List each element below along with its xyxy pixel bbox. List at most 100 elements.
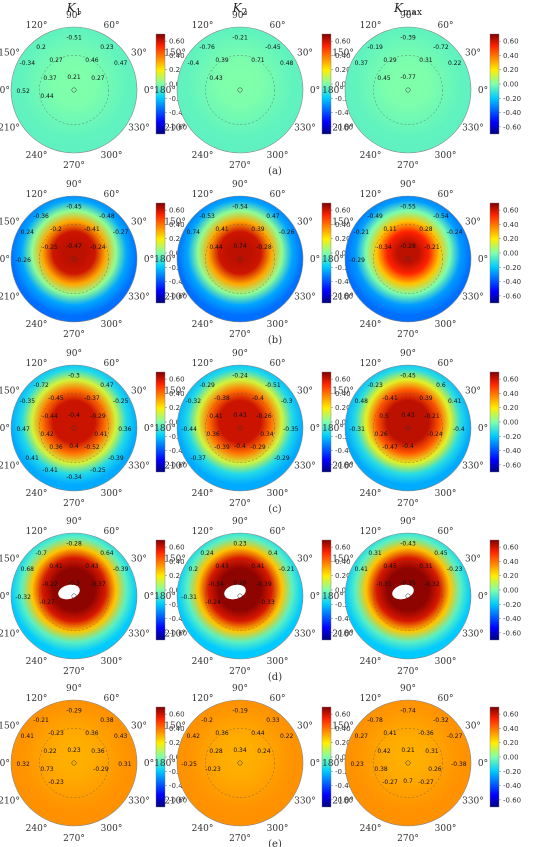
angle-label: 90° xyxy=(66,349,82,359)
annotation-value: -0.22 xyxy=(42,581,58,588)
colorbar-tick-label: -0.60 xyxy=(503,629,521,637)
annotation-value: 0.41 xyxy=(215,226,229,233)
annotation-value: -0.28 xyxy=(400,243,416,250)
annotation-value: 0.45 xyxy=(377,75,391,82)
annotation-value: 0.28 xyxy=(419,226,433,233)
annotation-value: 0.31 xyxy=(368,550,382,557)
colorbar-tick-label: 0.00 xyxy=(169,754,185,762)
angle-label: 120° xyxy=(360,21,382,31)
annotation-value: -0.25 xyxy=(90,467,106,474)
annotation-value: 0.43 xyxy=(85,563,99,570)
annotation-value: -0.24 xyxy=(232,372,248,379)
annotation-value: -0.41 xyxy=(382,395,398,402)
colorbar-tick-label: 0.00 xyxy=(335,419,351,427)
angle-label: 270° xyxy=(397,499,419,509)
angle-label: 60° xyxy=(104,21,120,31)
annotation-value: -0.44 xyxy=(42,413,58,420)
polar-map-Kmax-2: -0.45 -0.23 0.6 0.48 -0.41 0.39 0.41 0.5 0.43 -0.… xyxy=(322,349,488,509)
annotation-value: 0.41 xyxy=(448,398,462,405)
angle-label: 90° xyxy=(232,349,248,359)
angle-label: 90° xyxy=(400,180,416,190)
angle-label: 30° xyxy=(297,387,313,397)
annotation-value: -0.45 xyxy=(66,203,82,210)
angle-label: 210° xyxy=(332,630,354,640)
angle-label: 30° xyxy=(131,387,147,397)
annotation-value: -0.29 xyxy=(66,707,82,714)
annotation-value: -0.31 xyxy=(349,426,365,433)
angle-label: 150° xyxy=(332,387,354,397)
annotation-value: -0.77 xyxy=(400,74,416,81)
colorbar: 0.60 0.40 0.20 0.00 -0.20 -0.40 -0.60 xyxy=(321,539,353,641)
colorbar-tick-label: 0.40 xyxy=(503,558,519,566)
annotation-value: -0.29 xyxy=(199,382,215,389)
angle-label: 210° xyxy=(0,462,20,472)
colorbar-tick-label: -0.20 xyxy=(503,433,521,441)
angle-label: 90° xyxy=(400,517,416,527)
angle-label: 60° xyxy=(270,190,286,200)
angle-label: 210° xyxy=(164,124,186,134)
angle-label: 330° xyxy=(128,797,150,807)
annotation-value: -0.21 xyxy=(354,229,370,236)
annotation-value: 0.36 xyxy=(85,730,99,737)
annotation-value: 0.28 xyxy=(209,748,223,755)
annotation-value: -0.28 xyxy=(256,244,272,251)
colorbar: 0.60 0.40 0.20 0.00 -0.20 -0.40 -0.60 xyxy=(321,706,353,808)
annotation-value: -0.53 xyxy=(199,213,215,220)
angle-label: 270° xyxy=(397,834,419,844)
colorbar-tick-label: -0.60 xyxy=(335,796,353,804)
colorbar-tick-label: 0.20 xyxy=(503,66,519,74)
angle-label: 300° xyxy=(267,657,289,667)
annotation-value: 0.39 xyxy=(215,57,229,64)
annotation-value: -0.4 xyxy=(234,443,246,450)
annotation-value: 0.23 xyxy=(100,44,114,51)
colorbar: 0.60 0.40 0.20 0.00 -0.20 -0.40 -0.60 xyxy=(489,371,521,473)
angle-label: 210° xyxy=(332,462,354,472)
angle-label: 30° xyxy=(131,49,147,59)
annotation-value: 0.43 xyxy=(233,412,247,419)
angle-label: 210° xyxy=(164,462,186,472)
annotation-value: 0.44 xyxy=(40,93,54,100)
polar-map-K1-1: -0.45 -0.36 -0.48 0.24 -0.2 -0.41 -0.27 -0.25 -0… xyxy=(0,180,154,340)
colorbar-tick-label: 0.60 xyxy=(503,207,519,215)
annotation-value: 0.26 xyxy=(428,766,442,773)
angle-label: 60° xyxy=(104,694,120,704)
annotation-value: 0.42 xyxy=(40,431,54,438)
angle-label: 330° xyxy=(128,293,150,303)
colorbar-tick-label: -0.20 xyxy=(335,433,353,441)
annotation-value: -0.47 xyxy=(66,243,82,250)
angle-label: 330° xyxy=(128,630,150,640)
angle-label: 150° xyxy=(164,387,186,397)
annotation-value: 0.4 xyxy=(69,443,79,450)
annotation-value: -0.31 xyxy=(181,594,197,601)
angle-label: 120° xyxy=(360,694,382,704)
angle-label: 30° xyxy=(297,218,313,228)
angle-label: 330° xyxy=(294,630,316,640)
angle-label: 330° xyxy=(294,462,316,472)
annotation-value: 0.39 xyxy=(251,226,265,233)
polar-map-K2-3: 0.23 0.24 0.4 0.2 0.43 0.41 -0.21 -0.34 0.29 -0.3… xyxy=(154,517,320,677)
angle-label: 120° xyxy=(192,21,214,31)
angle-label: 240° xyxy=(360,151,382,161)
angle-label: 180° xyxy=(154,86,176,96)
angle-label: 0° xyxy=(478,592,488,602)
annotation-value: -0.39 xyxy=(400,34,416,41)
angle-label: 240° xyxy=(192,489,214,499)
angle-label: 120° xyxy=(26,359,48,369)
annotation-value: 0.36 xyxy=(206,431,220,438)
angle-label: 330° xyxy=(462,630,484,640)
annotation-value: 0.7 xyxy=(403,778,413,785)
annotation-value: -0.26 xyxy=(15,257,31,264)
annotation-value: -0.72 xyxy=(33,382,49,389)
angle-label: 210° xyxy=(332,797,354,807)
annotation-value: -0.45 xyxy=(265,44,281,51)
angle-label: 30° xyxy=(465,387,481,397)
annotation-value: -0.25 xyxy=(181,761,197,768)
annotation-value: 0.6 xyxy=(436,382,446,389)
colorbar-tick-label: -0.40 xyxy=(335,782,353,790)
angle-label: 120° xyxy=(26,694,48,704)
annotation-value: -0.51 xyxy=(265,382,281,389)
annotation-value: -0.32 xyxy=(15,594,31,601)
angle-label: 0° xyxy=(310,592,320,602)
annotation-value: 0.33 xyxy=(266,717,280,724)
